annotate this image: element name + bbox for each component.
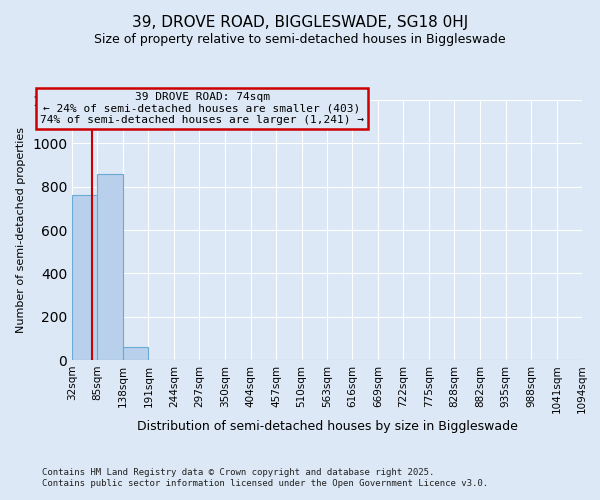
Bar <box>72 196 97 360</box>
Text: Size of property relative to semi-detached houses in Biggleswade: Size of property relative to semi-detach… <box>94 32 506 46</box>
X-axis label: Distribution of semi-detached houses by size in Biggleswade: Distribution of semi-detached houses by … <box>137 420 517 434</box>
Text: 39 DROVE ROAD: 74sqm
← 24% of semi-detached houses are smaller (403)
74% of semi: 39 DROVE ROAD: 74sqm ← 24% of semi-detac… <box>40 92 364 126</box>
Text: Contains HM Land Registry data © Crown copyright and database right 2025.
Contai: Contains HM Land Registry data © Crown c… <box>42 468 488 487</box>
Bar <box>123 347 148 360</box>
Text: 39, DROVE ROAD, BIGGLESWADE, SG18 0HJ: 39, DROVE ROAD, BIGGLESWADE, SG18 0HJ <box>132 15 468 30</box>
Y-axis label: Number of semi-detached properties: Number of semi-detached properties <box>16 127 26 333</box>
Bar <box>97 174 123 360</box>
